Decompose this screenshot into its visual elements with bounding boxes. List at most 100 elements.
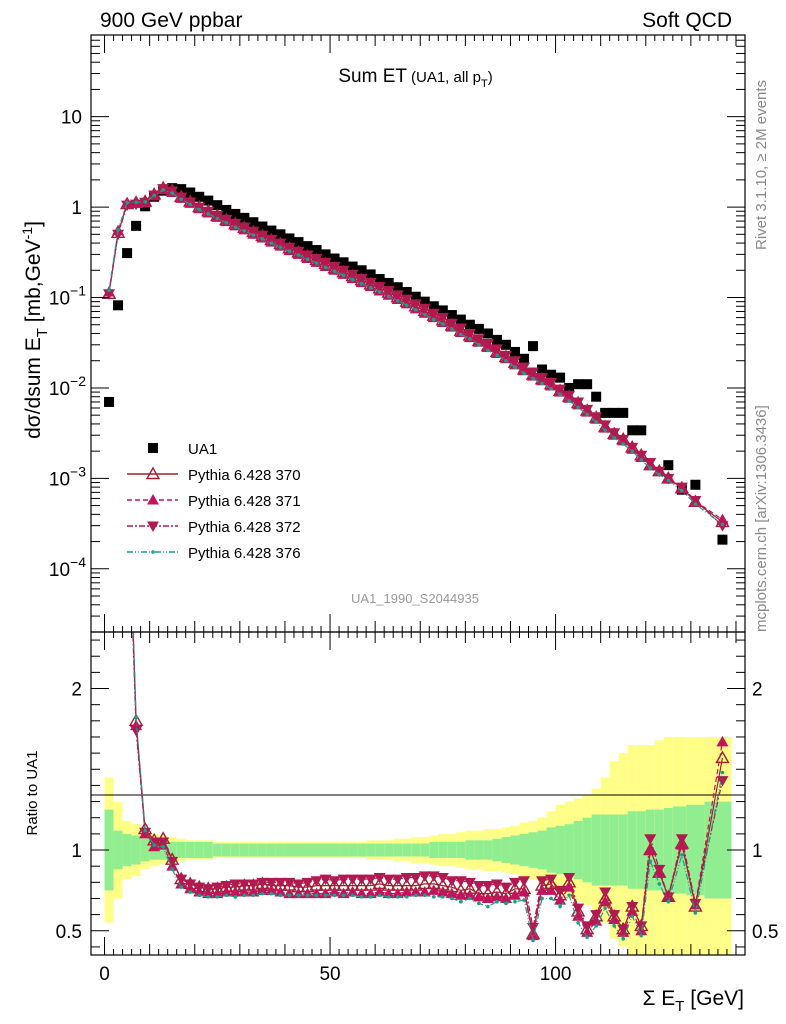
ratio-point-p372-36 <box>427 871 440 882</box>
ratio-point-p372-51 <box>563 872 576 884</box>
x-tick-label: 0 <box>99 964 110 985</box>
ratio-point-p376-41 <box>477 901 481 906</box>
ratio-point-p371-19 <box>274 886 287 897</box>
point-p376-4 <box>143 200 147 204</box>
ratio-point-p372-55 <box>599 887 612 899</box>
point-p376-19 <box>278 245 283 250</box>
ratio-y-tick-label-right: 0.5 <box>752 922 778 943</box>
data-point-ua1-39 <box>455 314 466 325</box>
data-point-ua1-52 <box>573 379 584 390</box>
point-p376-5 <box>152 193 156 198</box>
ratio-point-p372-35 <box>418 871 431 882</box>
legend-label: Pythia 6.428 376 <box>188 545 301 562</box>
ratio-y-tick-label-right: 1 <box>752 841 763 862</box>
ratio-point-p376-48 <box>540 896 544 901</box>
ratio-point-p376-3 <box>134 715 138 720</box>
point-p372-12 <box>211 210 224 222</box>
point-p376-17 <box>260 237 265 241</box>
data-point-ua1-34 <box>410 291 421 302</box>
data-point-ua1-62 <box>690 479 701 490</box>
data-point-ua1-48 <box>537 364 548 375</box>
ratio-point-p376-39 <box>459 899 463 904</box>
data-point-ua1-0 <box>104 396 115 407</box>
point-p376-38 <box>450 327 454 331</box>
point-p376-51 <box>567 399 571 403</box>
main-y-tick-label: 10 <box>61 108 82 129</box>
ratio-point-p376-49 <box>549 896 553 901</box>
ratio-point-p376-50 <box>558 904 562 909</box>
ratio-point-p372-50 <box>554 885 567 897</box>
point-p372-2 <box>121 200 134 212</box>
data-point-ua1-17 <box>257 221 268 232</box>
point-p376-15 <box>242 229 247 233</box>
point-p376-31 <box>386 294 391 299</box>
main-y-tick-label: 10−2 <box>49 373 86 400</box>
point-p372-44 <box>499 350 512 362</box>
ratio-stat-band <box>582 817 592 883</box>
ratio-point-p376-8 <box>179 885 184 889</box>
ratio-point-p376-56 <box>612 924 616 928</box>
point-p376-24 <box>323 265 328 270</box>
ratio-point-p376-58 <box>630 914 635 919</box>
data-point-ua1-21 <box>293 237 304 248</box>
point-p376-29 <box>368 286 373 290</box>
ratio-uncertainty-bands <box>104 736 732 955</box>
ratio-y-tick-label-right: 2 <box>752 680 763 701</box>
point-p376-61 <box>657 472 662 477</box>
point-p376-56 <box>612 436 616 440</box>
data-point-ua1-25 <box>329 253 340 264</box>
ratio-point-p372-30 <box>373 872 386 884</box>
data-point-ua1-49 <box>546 369 557 380</box>
point-p376-48 <box>540 381 544 386</box>
point-p372-64 <box>689 495 702 507</box>
ratio-stat-band <box>375 843 385 857</box>
ratio-stat-band <box>122 833 132 867</box>
ratio-point-p376-6 <box>161 844 165 849</box>
ratio-point-p371-40 <box>463 889 476 900</box>
data-point-ua1-36 <box>428 301 439 312</box>
point-p372-31 <box>382 286 395 297</box>
point-p376-2 <box>125 200 129 205</box>
ratio-point-p376-47 <box>531 938 535 943</box>
data-point-ua1-43 <box>491 334 502 345</box>
ratio-y-tick-label: 1 <box>71 841 82 862</box>
ratio-stat-band <box>483 840 493 860</box>
data-point-ua1-18 <box>266 225 277 236</box>
data-point-ua1-35 <box>419 296 430 307</box>
ratio-point-p372-23 <box>310 876 323 887</box>
ratio-stat-band <box>167 841 177 859</box>
ratio-point-p376-16 <box>251 893 256 898</box>
ratio-point-p372-28 <box>355 874 368 886</box>
data-point-ua1-12 <box>212 200 223 211</box>
ratio-point-p372-10 <box>193 882 206 894</box>
point-p372-40 <box>463 329 476 340</box>
data-point-ua1-40 <box>464 319 475 330</box>
ratio-point-p376-36 <box>431 895 436 899</box>
point-p372-53 <box>581 404 594 416</box>
point-p372-59 <box>635 450 648 462</box>
point-p372-0 <box>103 289 116 300</box>
ratio-point-p371-30 <box>373 886 386 897</box>
ratio-point-p371-18 <box>265 884 278 895</box>
ratio-frame <box>90 631 746 956</box>
ratio-point-p372-59 <box>635 921 648 932</box>
point-p376-54 <box>594 420 598 424</box>
point-p376-27 <box>350 277 355 282</box>
point-p376-10 <box>197 207 202 212</box>
ratio-point-p371-43 <box>490 890 503 902</box>
data-point-ua1-45 <box>509 346 520 357</box>
main-y-tick-label: 10−3 <box>49 463 86 490</box>
ratio-point-p376-24 <box>323 893 328 898</box>
ratio-point-p372-33 <box>400 872 413 884</box>
ratio-stat-band <box>230 843 240 857</box>
ratio-point-p372-44 <box>499 882 512 894</box>
ratio-point-p371-17 <box>256 884 269 895</box>
ratio-point-p376-7 <box>170 867 174 872</box>
data-point-ua1-19 <box>275 229 286 240</box>
point-p372-25 <box>328 262 341 273</box>
ratio-point-p372-61 <box>653 864 666 876</box>
data-point-ua1-20 <box>284 233 295 244</box>
point-p376-11 <box>206 212 211 216</box>
ratio-point-p372-37 <box>436 872 449 884</box>
